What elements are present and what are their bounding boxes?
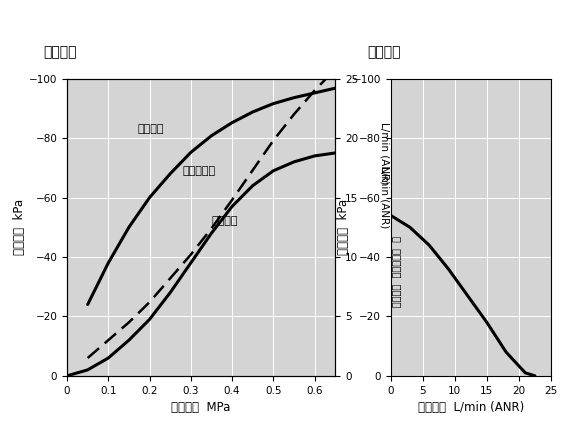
Y-axis label: 真空圧力  kPa: 真空圧力 kPa bbox=[13, 199, 26, 255]
Text: 流量特性: 流量特性 bbox=[367, 45, 401, 59]
Y-axis label: 真空圧力  kPa: 真空圧力 kPa bbox=[337, 199, 350, 255]
Text: 空気消費量: 空気消費量 bbox=[182, 166, 216, 176]
X-axis label: 吸込流量  L/min (ANR): 吸込流量 L/min (ANR) bbox=[417, 401, 524, 414]
Text: 吸込流量: 吸込流量 bbox=[137, 124, 164, 134]
Text: 排気特性: 排気特性 bbox=[44, 45, 77, 59]
Text: 量  空気消費量  吸込流量: 量 空気消費量 吸込流量 bbox=[391, 236, 402, 308]
Text: L/min (ANR): L/min (ANR) bbox=[380, 122, 390, 184]
Text: 真空圧力: 真空圧力 bbox=[212, 216, 238, 226]
Text: L/min (ANR): L/min (ANR) bbox=[380, 166, 390, 229]
X-axis label: 供給圧力  MPa: 供給圧力 MPa bbox=[171, 401, 231, 414]
